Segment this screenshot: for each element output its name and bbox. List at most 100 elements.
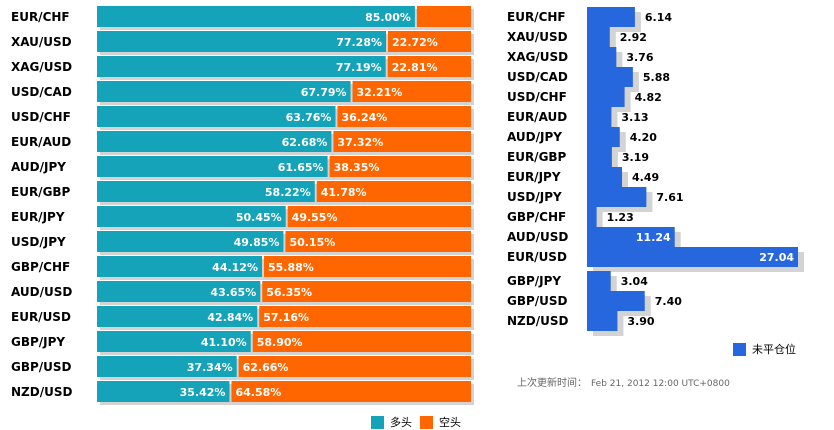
position-value-label: 27.04: [759, 251, 794, 264]
position-category-label: XAU/USD: [507, 30, 568, 44]
short-value-label: 38.35%: [334, 161, 380, 174]
short-value-label: 41.78%: [321, 186, 367, 199]
legend-short: 空头: [420, 414, 461, 430]
position-category-label: EUR/GBP: [507, 150, 567, 164]
position-bar: [587, 311, 618, 331]
position-bar: [587, 291, 645, 311]
short-bar: [285, 231, 471, 252]
short-value-label: 49.55%: [292, 211, 338, 224]
position-value-label: 4.82: [635, 91, 662, 104]
short-bar: [337, 106, 471, 127]
long-value-label: 77.19%: [336, 61, 382, 74]
position-value-label: 3.19: [622, 151, 649, 164]
long-value-label: 61.65%: [278, 161, 324, 174]
ratio-category-label: EUR/CHF: [11, 10, 70, 24]
position-category-label: GBP/JPY: [507, 274, 561, 288]
long-bar: [97, 306, 258, 327]
position-category-label: GBP/USD: [507, 294, 568, 308]
position-category-label: USD/CAD: [507, 70, 568, 84]
short-value-label: 37.32%: [337, 136, 383, 149]
short-bar: [231, 381, 471, 402]
long-value-label: 41.10%: [201, 336, 247, 349]
position-bar: [587, 7, 635, 27]
ratio-legend: 多头 空头: [371, 414, 469, 430]
long-bar: [97, 231, 284, 252]
short-value-label: 62.66%: [243, 361, 289, 374]
legend-long-swatch: [371, 415, 384, 429]
position-bar: [587, 271, 611, 291]
long-value-label: 35.42%: [180, 386, 226, 399]
position-value-label: 5.88: [643, 71, 670, 84]
long-value-label: 42.84%: [207, 311, 253, 324]
position-value-label: 7.61: [656, 191, 683, 204]
position-category-label: GBP/CHF: [507, 210, 566, 224]
long-bar: [97, 31, 387, 52]
long-value-label: 58.22%: [265, 186, 311, 199]
short-bar: [388, 31, 471, 52]
ratio-category-label: EUR/AUD: [11, 135, 71, 149]
short-bar: [252, 331, 471, 352]
position-value-label: 6.14: [645, 11, 672, 24]
position-bar-shadow: [593, 212, 603, 232]
short-value-label: 58.90%: [257, 336, 303, 349]
position-category-label: USD/CHF: [507, 90, 567, 104]
legend-position-swatch: [733, 342, 746, 356]
position-value-label: 3.76: [626, 51, 653, 64]
position-bar: [587, 207, 597, 227]
position-category-label: EUR/USD: [507, 250, 567, 264]
legend-position: 未平仓位: [733, 341, 796, 357]
short-bar: [287, 206, 471, 227]
ratio-category-label: XAG/USD: [11, 60, 72, 74]
position-bar: [587, 127, 620, 147]
long-bar: [97, 156, 328, 177]
last-update-label: 上次更新时间：: [517, 378, 587, 389]
short-value-label: 22.72%: [392, 36, 438, 49]
long-bar: [97, 6, 415, 27]
position-bar: [587, 47, 617, 67]
long-short-ratio-chart: EUR/CHF 85.00% XAU/USD 77.28% 22.72% XAG/USD 7…: [11, 6, 474, 405]
short-bar: [264, 256, 471, 277]
position-value-label: 7.40: [655, 295, 682, 308]
position-category-label: EUR/CHF: [507, 10, 566, 24]
last-update: 上次更新时间： Feb 21, 2012 12:00 UTC+0800: [517, 374, 730, 389]
position-bar: [587, 27, 610, 47]
ratio-category-label: AUD/JPY: [11, 160, 66, 174]
position-value-label: 3.90: [627, 315, 654, 328]
last-update-timestamp: Feb 21, 2012 12:00 UTC+0800: [591, 379, 730, 389]
position-value-label: 3.04: [621, 275, 648, 288]
position-category-label: AUD/JPY: [507, 130, 562, 144]
short-value-label: 64.58%: [235, 386, 281, 399]
position-category-label: AUD/USD: [507, 230, 568, 244]
ratio-category-label: EUR/JPY: [11, 210, 65, 224]
position-value-label: 4.20: [630, 131, 657, 144]
short-value-label: 50.15%: [289, 236, 335, 249]
short-bar: [262, 281, 471, 302]
long-bar: [97, 256, 263, 277]
position-value-label: 2.92: [620, 31, 647, 44]
short-bar: [329, 156, 471, 177]
long-value-label: 37.34%: [187, 361, 233, 374]
long-value-label: 62.68%: [282, 136, 328, 149]
legend-short-label: 空头: [439, 416, 461, 429]
ratio-category-label: NZD/USD: [11, 385, 72, 399]
ratio-category-label: EUR/USD: [11, 310, 71, 324]
position-value-label: 4.49: [632, 171, 659, 184]
long-bar: [97, 381, 230, 402]
long-bar: [97, 106, 336, 127]
long-value-label: 85.00%: [365, 11, 411, 24]
short-bar: [352, 81, 471, 102]
ratio-category-label: GBP/CHF: [11, 260, 70, 274]
ratio-category-label: GBP/USD: [11, 360, 72, 374]
ratio-category-label: AUD/USD: [11, 285, 72, 299]
legend-position-label: 未平仓位: [752, 343, 796, 356]
short-value-label: 55.88%: [268, 261, 314, 274]
long-bar: [97, 206, 286, 227]
position-category-label: XAG/USD: [507, 50, 568, 64]
position-bar: [587, 87, 625, 107]
position-value-label: 1.23: [607, 211, 634, 224]
legend-long-label: 多头: [390, 416, 412, 429]
position-bar: [587, 67, 633, 87]
ratio-category-label: XAU/USD: [11, 35, 72, 49]
ratio-category-label: GBP/JPY: [11, 335, 65, 349]
long-value-label: 77.28%: [336, 36, 382, 49]
